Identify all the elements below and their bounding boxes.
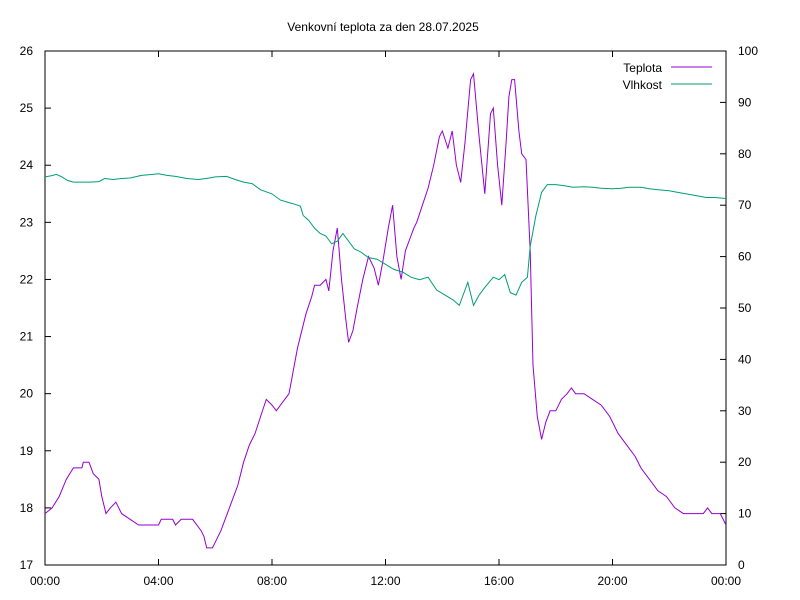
right-tick-label: 60 [738,250,752,264]
right-tick-label: 80 [738,147,752,161]
x-tick-label: 00:00 [711,574,741,588]
left-tick-label: 21 [20,330,34,344]
left-y-axis: 17 18 19 20 21 22 23 24 25 26 [20,44,51,572]
x-tick-label: 12:00 [370,574,400,588]
x-tick-label: 16:00 [484,574,514,588]
left-tick-label: 20 [20,387,34,401]
left-tick-label: 25 [20,101,34,115]
x-tick-label: 00:00 [30,574,60,588]
right-tick-label: 90 [738,95,752,109]
x-tick-label: 20:00 [597,574,627,588]
series-line-vlhkost [44,173,727,307]
right-tick-label: 70 [738,198,752,212]
series-line-teplota [44,71,727,549]
right-tick-label: 10 [738,507,752,521]
left-tick-label: 18 [20,501,34,515]
right-tick-label: 40 [738,352,752,366]
right-tick-label: 0 [738,558,745,572]
legend: Teplota Vlhkost [623,61,712,92]
x-axis: 00:00 04:00 08:00 12:00 16:00 20:00 00:00 [30,51,741,588]
right-tick-label: 100 [738,44,758,58]
x-tick-label: 04:00 [143,574,173,588]
left-tick-label: 23 [20,215,34,229]
left-tick-label: 22 [20,272,34,286]
series-layer [44,71,727,549]
legend-label-vlhkost: Vlhkost [623,78,663,92]
x-tick-label: 08:00 [257,574,287,588]
right-tick-label: 20 [738,455,752,469]
legend-label-teplota: Teplota [623,61,662,75]
left-tick-label: 24 [20,158,34,172]
left-tick-label: 19 [20,444,34,458]
chart-title: Venkovní teplota za den 28.07.2025 [287,20,479,34]
plot-frame [44,50,727,566]
right-y-axis: 0 10 20 30 40 50 60 70 80 90 100 [720,44,758,572]
left-tick-label: 26 [20,44,34,58]
left-tick-label: 17 [20,558,34,572]
right-tick-label: 50 [738,301,752,315]
right-tick-label: 30 [738,404,752,418]
